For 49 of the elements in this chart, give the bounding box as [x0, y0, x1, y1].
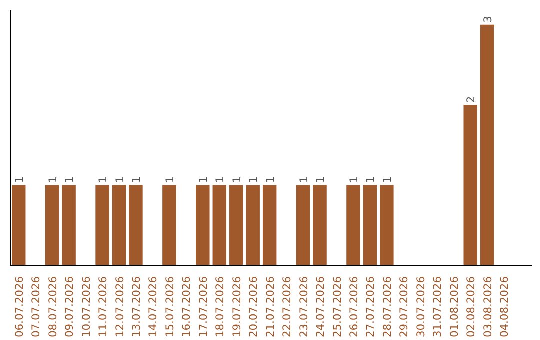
x-tick-label: 13.07.2026 [130, 276, 143, 338]
x-tick-label: 10.07.2026 [80, 276, 93, 338]
data-label: 1 [214, 176, 227, 184]
x-tick-label: 24.07.2026 [314, 276, 328, 338]
data-label: 1 [364, 176, 378, 184]
x-tick-label: 28.07.2026 [380, 276, 394, 338]
x-tick-label: 23.07.2026 [297, 276, 310, 338]
data-label: 1 [314, 176, 328, 184]
x-tick-label: 25.07.2026 [330, 276, 344, 338]
data-label: 1 [347, 176, 360, 184]
x-tick-label: 02.08.2026 [464, 276, 478, 338]
data-label: 1 [96, 176, 110, 184]
x-tick-label: 22.07.2026 [280, 276, 294, 338]
data-label: 1 [230, 176, 244, 184]
x-tick-label: 31.07.2026 [431, 276, 444, 338]
x-tick-label: 16.07.2026 [180, 276, 194, 338]
x-tick-label: 29.07.2026 [398, 276, 411, 338]
x-tick-label: 07.07.2026 [30, 276, 43, 338]
x-tick-label: 04.08.2026 [498, 276, 512, 338]
data-label: 1 [63, 176, 76, 184]
data-label: 1 [12, 176, 26, 184]
data-label: 1 [113, 176, 126, 184]
x-tick-label: 17.07.2026 [196, 276, 210, 338]
data-label: 1 [264, 176, 277, 184]
data-label: 1 [130, 176, 143, 184]
data-label: 1 [46, 176, 60, 184]
data-label: 2 [464, 96, 478, 104]
data-label: 3 [481, 16, 494, 23]
x-tick-label: 11.07.2026 [96, 276, 110, 338]
x-tick-label: 08.07.2026 [46, 276, 60, 338]
x-tick-label: 03.08.2026 [481, 276, 494, 338]
x-tick-label: 12.07.2026 [113, 276, 126, 338]
data-label: 1 [163, 176, 176, 184]
x-tick-label: 30.07.2026 [414, 276, 428, 338]
x-tick-label: 06.07.2026 [12, 276, 26, 338]
data-label: 1 [297, 176, 310, 184]
x-tick-label: 27.07.2026 [364, 276, 378, 338]
x-tick-label: 19.07.2026 [230, 276, 244, 338]
x-tick-label: 09.07.2026 [63, 276, 76, 338]
x-tick-label: 01.08.2026 [448, 276, 461, 338]
x-tick-label: 15.07.2026 [163, 276, 176, 338]
data-label: 1 [380, 176, 394, 184]
x-tick-label: 26.07.2026 [347, 276, 360, 338]
x-tick-label: 18.07.2026 [214, 276, 227, 338]
x-tick-label: 20.07.2026 [247, 276, 260, 338]
data-label: 1 [196, 176, 210, 184]
x-tick-label: 21.07.2026 [264, 276, 277, 338]
data-label: 1 [247, 176, 260, 184]
x-tick-label: 14.07.2026 [146, 276, 160, 338]
